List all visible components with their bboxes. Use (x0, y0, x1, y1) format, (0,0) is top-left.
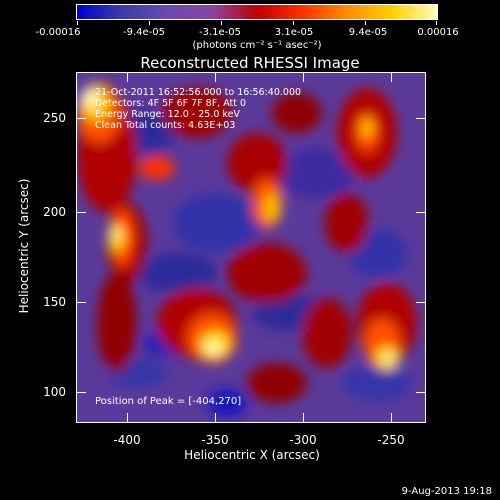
timestamp: 9-Aug-2013 19:18 (401, 486, 492, 497)
y-tick-right (416, 392, 426, 393)
x-tick (127, 413, 128, 423)
emission-blobs (77, 83, 417, 417)
info-detectors: Detectors: 4F 5F 6F 7F 8F, Att 0 (95, 98, 247, 109)
colorbar-tick (77, 21, 78, 25)
colorbar-label: -9.4e-05 (123, 27, 165, 38)
y-tick-right (416, 118, 426, 119)
x-tick-top (391, 72, 392, 82)
y-tick-label: 150 (43, 295, 66, 309)
info-total-counts: Clean Total counts: 4.63E+03 (95, 120, 236, 131)
y-tick-right (416, 302, 426, 303)
y-tick (76, 118, 86, 119)
peak-position-label: Position of Peak = [-404,270] (95, 396, 242, 407)
colorbar-tick (149, 21, 150, 25)
x-tick (303, 413, 304, 423)
x-tick-top (215, 72, 216, 82)
x-tick-top (127, 72, 128, 82)
x-tick-label: -300 (289, 433, 317, 447)
colorbar-tick (221, 21, 222, 25)
info-energy-range: Energy Range: 12.0 - 25.0 keV (95, 109, 240, 120)
rhessi-image (76, 72, 426, 423)
x-tick-label: -350 (201, 433, 229, 447)
colorbar-tick (365, 21, 366, 25)
colorbar-label: -0.00016 (35, 27, 81, 38)
y-tick-label: 100 (43, 385, 66, 399)
x-tick-label: -250 (377, 433, 405, 447)
plot-title: Reconstructed RHESSI Image (140, 54, 360, 72)
x-tick-label: -400 (113, 433, 141, 447)
info-time-range: 21-Oct-2011 16:52:56.000 to 16:56:40.000 (95, 87, 302, 98)
x-tick-top (303, 72, 304, 82)
y-tick-right (416, 212, 426, 213)
y-tick-label: 250 (43, 111, 66, 125)
x-axis-title: Heliocentric X (arcsec) (184, 448, 320, 462)
colorbar-tick (436, 21, 437, 25)
colorbar-units: (photons cm⁻² s⁻¹ asec⁻²) (192, 40, 322, 51)
colorbar-label: 3.1e-05 (274, 27, 314, 38)
y-tick-label: 200 (43, 205, 66, 219)
colorbar-label: 0.00016 (417, 27, 459, 38)
y-tick (76, 212, 86, 213)
y-tick (76, 302, 86, 303)
colorbar-label: -3.1e-05 (199, 27, 241, 38)
x-tick (215, 413, 216, 423)
y-tick (76, 392, 86, 393)
colorbar (76, 4, 438, 25)
y-axis-title: Heliocentric Y (arcsec) (17, 178, 31, 314)
colorbar-tick (293, 21, 294, 25)
rhessi-image-svg (77, 73, 425, 422)
x-tick (391, 413, 392, 423)
colorbar-label: 9.4e-05 (348, 27, 388, 38)
